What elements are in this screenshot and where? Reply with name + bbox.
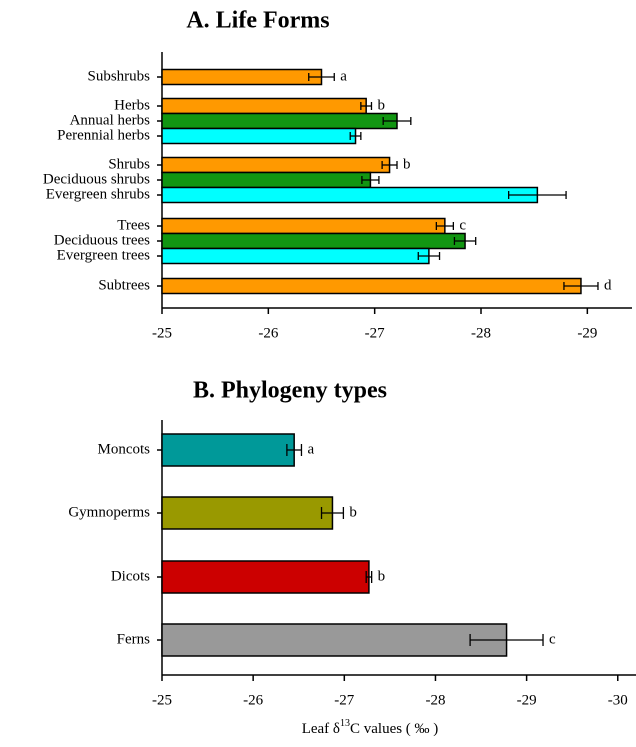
y-tick-label: Gymnoperms	[68, 504, 150, 520]
x-tick-label: -26	[243, 692, 263, 708]
significance-letter: b	[349, 504, 357, 520]
x-tick-label: -27	[334, 692, 354, 708]
significance-letter: b	[377, 97, 385, 113]
y-tick-label: Deciduous trees	[54, 232, 150, 248]
significance-letter: c	[459, 217, 466, 233]
x-axis-label: Leaf δ13C values ( ‰ )	[302, 718, 439, 737]
x-tick-label: -27	[365, 325, 385, 341]
x-tick-label: -28	[471, 325, 491, 341]
bar	[161, 277, 582, 295]
y-tick-label: Trees	[117, 217, 150, 233]
error-bar	[563, 282, 599, 290]
bar	[161, 247, 430, 265]
bar	[161, 171, 372, 189]
x-tick-label: -30	[608, 692, 628, 708]
y-tick-label: Evergreen trees	[57, 247, 151, 263]
x-tick-label: -26	[258, 325, 278, 341]
y-tick-label: Deciduous shrubs	[43, 171, 150, 187]
error-bar	[320, 507, 345, 519]
y-tick-label: Perennial herbs	[57, 127, 150, 143]
x-tick-label: -25	[152, 325, 172, 341]
bar	[161, 433, 295, 467]
significance-letter: b	[403, 156, 411, 172]
error-bar	[508, 191, 567, 199]
y-tick-label: Ferns	[117, 631, 150, 647]
x-axis-label-part: C values ( ‰ )	[350, 721, 438, 737]
bar	[161, 127, 357, 145]
y-tick-label: Subshrubs	[87, 68, 150, 84]
bar	[161, 112, 398, 130]
error-bar	[361, 176, 380, 184]
y-tick-label: Dicots	[111, 568, 150, 584]
error-bar	[381, 161, 398, 169]
y-tick-label: Moncots	[98, 441, 151, 457]
bar	[161, 623, 508, 657]
x-axis-label-part: 13	[340, 718, 350, 729]
y-tick-label: Herbs	[114, 97, 150, 113]
chart-title: B. Phylogeny types	[193, 378, 387, 404]
y-tick-label: Shrubs	[108, 156, 150, 172]
x-tick-label: -29	[577, 325, 597, 341]
bar	[161, 186, 539, 204]
significance-letter: d	[604, 277, 612, 293]
error-bar	[382, 117, 412, 125]
x-tick-label: -29	[517, 692, 537, 708]
error-bar	[365, 571, 373, 583]
error-bar	[435, 222, 455, 230]
x-tick-label: -25	[152, 692, 172, 708]
y-tick-label: Evergreen shrubs	[46, 186, 150, 202]
bar	[161, 97, 367, 115]
error-bar	[349, 132, 362, 140]
significance-letter: c	[549, 631, 556, 647]
bar	[161, 156, 391, 174]
y-tick-label: Subtrees	[98, 277, 150, 293]
error-bar	[286, 444, 303, 456]
bar	[161, 68, 323, 86]
bar	[161, 217, 446, 235]
significance-letter: b	[378, 568, 386, 584]
bar	[161, 496, 334, 530]
y-tick-label: Annual herbs	[70, 112, 151, 128]
x-tick-label: -28	[425, 692, 445, 708]
error-bar	[469, 634, 544, 646]
significance-letter: a	[340, 68, 347, 84]
bar	[161, 560, 370, 594]
error-bar	[453, 237, 477, 245]
error-bar	[360, 102, 373, 110]
error-bar	[417, 252, 441, 260]
significance-letter: a	[307, 441, 314, 457]
error-bar	[308, 73, 335, 81]
x-axis-label-part: Leaf δ	[302, 721, 340, 737]
chart-title: A. Life Forms	[186, 8, 329, 34]
bar	[161, 232, 466, 250]
